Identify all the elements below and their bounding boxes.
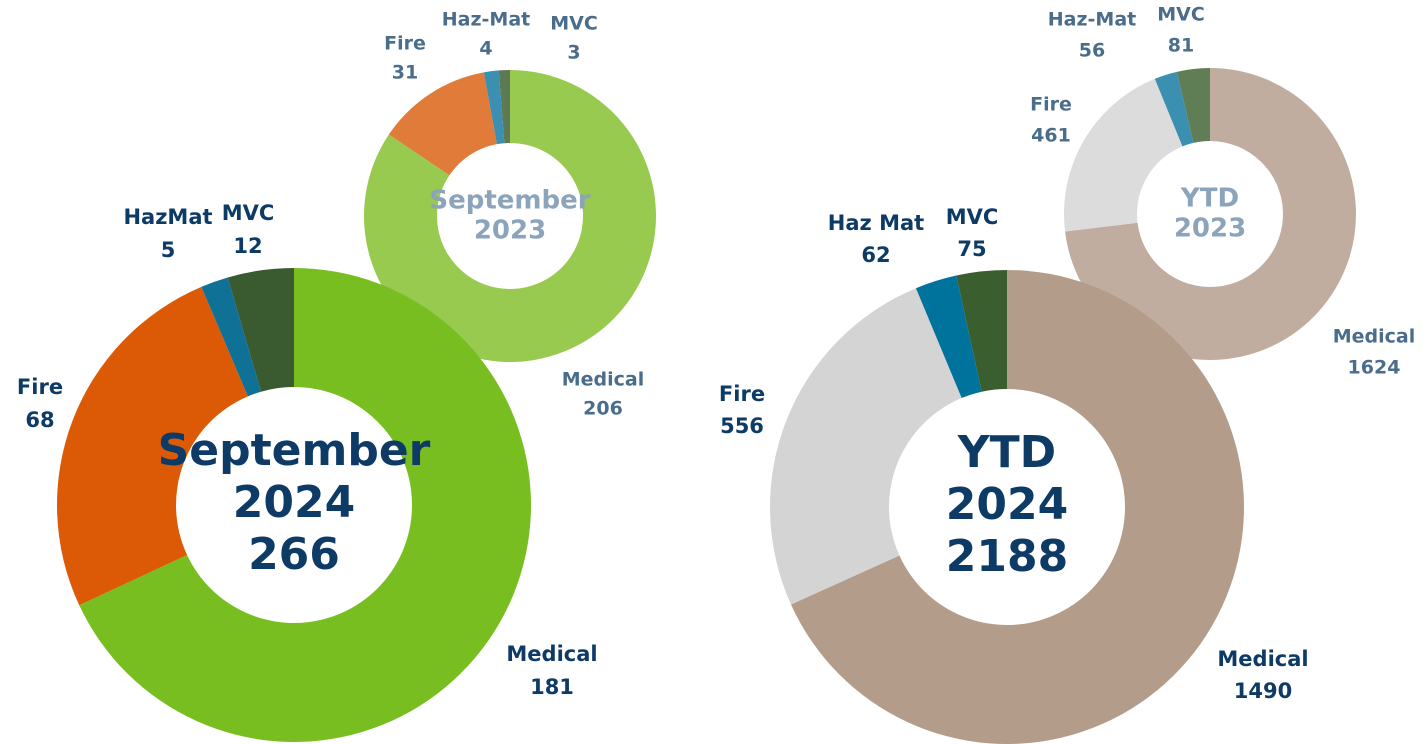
slice <box>79 268 531 742</box>
slice-label: Medical <box>562 369 645 391</box>
slice-value: 12 <box>233 234 262 258</box>
slice-label: Fire <box>719 382 765 406</box>
center-label: 2023 <box>474 216 546 246</box>
slice <box>1064 78 1183 232</box>
slice-label: MVC <box>946 205 999 229</box>
slice-value: 62 <box>861 243 890 267</box>
slice-label: MVC <box>1157 4 1205 26</box>
slice <box>770 288 962 605</box>
slice-label: Haz-Mat <box>1048 9 1136 31</box>
slice <box>498 70 510 144</box>
slice <box>201 277 261 397</box>
center-label: 266 <box>248 529 340 580</box>
slice-value: 68 <box>25 408 54 432</box>
slice-label: MVC <box>550 13 598 35</box>
slice-value: 181 <box>530 675 574 699</box>
slice <box>915 275 982 399</box>
slice-value: 1490 <box>1234 679 1292 703</box>
slice-label: MVC <box>222 201 275 225</box>
slice <box>1065 68 1357 361</box>
slice-label: HazMat <box>123 205 212 229</box>
slice <box>956 270 1007 392</box>
slice-value: 1624 <box>1348 357 1401 379</box>
slice-value: 75 <box>957 237 986 261</box>
slice-label: Medical <box>506 642 597 666</box>
slice-label: Medical <box>1333 326 1416 348</box>
slice-value: 461 <box>1031 125 1071 147</box>
center-label: September <box>158 425 431 476</box>
slice <box>483 70 505 145</box>
slice-value: 556 <box>720 414 764 438</box>
slice-value: 4 <box>479 38 492 60</box>
center-label: YTD <box>957 427 1056 478</box>
slice-label: Haz-Mat <box>442 9 530 31</box>
slice <box>1154 71 1194 147</box>
center-label: YTD <box>1180 184 1239 214</box>
center-label: 2188 <box>946 531 1068 582</box>
slice <box>1176 68 1210 143</box>
slice-label: Fire <box>1030 94 1072 116</box>
slice-value: 81 <box>1168 35 1194 57</box>
center-label: 2023 <box>1174 214 1246 244</box>
slice-label: Fire <box>384 33 426 55</box>
center-label: September <box>429 186 590 216</box>
slice-value: 31 <box>392 62 418 84</box>
slice <box>227 268 294 392</box>
slice-value: 3 <box>567 42 580 64</box>
slice-label: Medical <box>1217 647 1308 671</box>
slice <box>57 286 248 606</box>
slice-value: 206 <box>583 398 623 420</box>
slice-label: Fire <box>17 375 63 399</box>
center-label: 2024 <box>233 477 355 528</box>
center-label: 2024 <box>946 479 1068 530</box>
slice-value: 5 <box>161 238 176 262</box>
slice-value: 56 <box>1079 40 1105 62</box>
slice <box>790 270 1244 744</box>
slice <box>364 70 657 363</box>
slice-label: Haz Mat <box>828 211 924 235</box>
slice <box>388 72 497 176</box>
